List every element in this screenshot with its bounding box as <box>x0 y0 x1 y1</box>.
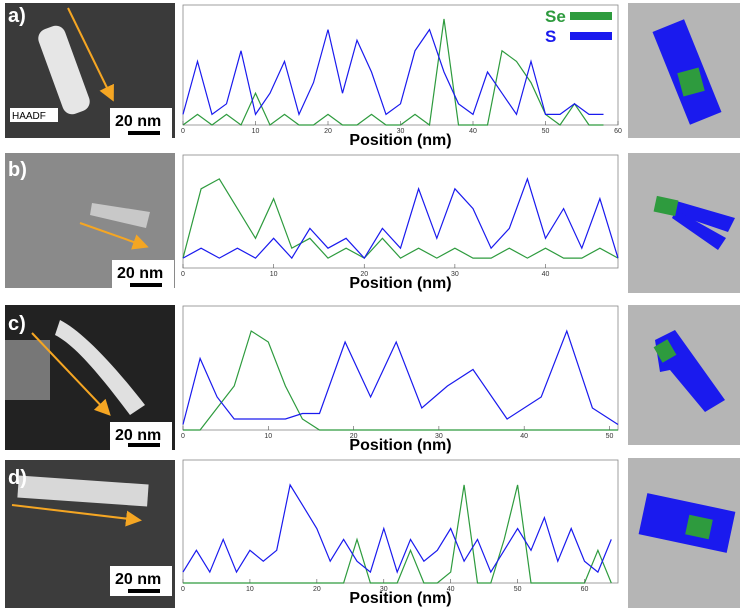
x-axis-label: Position (nm) <box>349 132 451 149</box>
figure: Se S a) HAADF 20 nm b) 20 nm c) 20 nm d)… <box>0 0 740 611</box>
x-tick-label: 10 <box>264 433 272 440</box>
x-tick-label: 10 <box>252 128 260 135</box>
plot-frame <box>183 155 618 268</box>
x-tick-label: 30 <box>451 271 459 278</box>
x-tick-label: 40 <box>469 128 477 135</box>
x-axis-label: Position (nm) <box>349 590 451 607</box>
x-tick-label: 0 <box>181 586 185 593</box>
scale-bar: 20 nm <box>115 571 161 588</box>
scale-bar: 20 nm <box>115 427 161 444</box>
panel-label: c) <box>8 313 26 335</box>
legend-label: S <box>545 27 556 46</box>
data-line <box>183 485 611 583</box>
x-tick-label: 40 <box>520 433 528 440</box>
data-line <box>183 331 618 430</box>
panel-label: a) <box>8 5 26 27</box>
x-tick-label: 50 <box>606 433 614 440</box>
x-tick-label: 60 <box>581 586 589 593</box>
legend-swatch <box>570 12 612 20</box>
data-line <box>183 485 611 572</box>
scale-bar: 20 nm <box>115 113 161 130</box>
schematic-a <box>628 3 740 138</box>
image-label: HAADF <box>12 111 46 122</box>
schematic-c <box>628 305 740 445</box>
x-tick-label: 0 <box>181 271 185 278</box>
data-line <box>183 179 618 258</box>
data-line <box>183 30 604 115</box>
x-tick-label: 0 <box>181 128 185 135</box>
x-tick-label: 60 <box>614 128 622 135</box>
x-tick-label: 20 <box>324 128 332 135</box>
legend-label: Se <box>545 7 566 26</box>
legend-swatch <box>570 32 612 40</box>
x-tick-label: 50 <box>542 128 550 135</box>
legend: Se S <box>545 7 612 46</box>
x-tick-label: 10 <box>246 586 254 593</box>
panel-label: d) <box>8 467 27 489</box>
x-tick-label: 50 <box>514 586 522 593</box>
x-tick-label: 40 <box>542 271 550 278</box>
x-axis-label: Position (nm) <box>349 275 451 292</box>
schematic-b <box>628 153 740 293</box>
scale-bar: 20 nm <box>117 265 163 282</box>
data-line <box>183 331 618 425</box>
x-tick-label: 20 <box>313 586 321 593</box>
x-tick-label: 10 <box>270 271 278 278</box>
x-axis-label: Position (nm) <box>349 437 451 454</box>
schematic-d <box>628 458 740 608</box>
x-tick-label: 0 <box>181 433 185 440</box>
panel-label: b) <box>8 159 27 181</box>
